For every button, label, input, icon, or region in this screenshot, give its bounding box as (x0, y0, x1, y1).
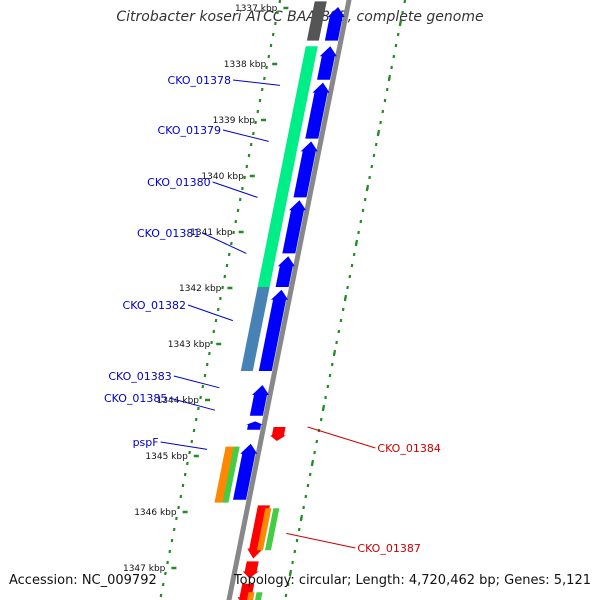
feature-green_feature-20 (264, 508, 280, 551)
leader-line (307, 426, 376, 449)
outer-dash (299, 514, 304, 522)
backbone-line (226, 0, 352, 600)
gene-label-CKO_01384: CKO_01384 (377, 442, 440, 455)
leader-line (232, 79, 280, 86)
leader-line (169, 397, 216, 411)
summary-text: Topology: circular; Length: 4,720,462 bp… (233, 573, 591, 588)
feature-green_feature-22 (255, 592, 263, 600)
leader-line (286, 532, 356, 549)
feature-green_feature-14 (222, 446, 240, 503)
gene-label-CKO_01381: CKO_01381 (137, 227, 200, 240)
tick-label: 1338 kbp (224, 60, 267, 70)
outer-dash (354, 239, 359, 247)
feature-reverse_cds-15 (269, 427, 286, 441)
feature-operon_dark-0 (306, 1, 327, 41)
feature-forward_cds-4 (317, 46, 337, 80)
leader-line (202, 232, 247, 254)
feature-forward_cds-8 (275, 256, 295, 287)
feature-group (214, 1, 345, 600)
tick-label: 1337 kbp (235, 4, 278, 14)
outer-dash (376, 129, 381, 137)
feature-reverse_cds-17 (242, 561, 259, 579)
feature-orange_feature-19 (256, 508, 272, 551)
outer-dash (343, 294, 348, 302)
tick-group: 1337 kbp 1338 kbp 1339 kbp 1340 kbp 1341 kbp… (123, 4, 289, 574)
gene-label-group: CKO_01378 CKO_01379 CKO_01380 CKO_01381 CKO_… (104, 74, 441, 555)
outer-dash (310, 459, 315, 467)
tick-label: 1345 kbp (145, 452, 188, 462)
leader-line (187, 304, 234, 322)
outer-dash (288, 569, 293, 577)
gene-label-CKO_01380: CKO_01380 (147, 176, 210, 189)
feature-forward_cds-6 (293, 141, 318, 198)
feature-forward_cds-12 (233, 443, 258, 500)
outer-dash (387, 74, 392, 82)
gene-label-CKO_01382: CKO_01382 (123, 299, 186, 312)
gene-label-CKO_01378: CKO_01378 (168, 74, 231, 87)
accession-text: Accession: NC_009792 (9, 573, 157, 588)
tick-label: 1339 kbp (213, 116, 256, 126)
gene-label-pspF: pspF (133, 436, 159, 449)
leader-line (160, 441, 208, 450)
map-title: Citrobacter koseri ATCC BAA-895, complet… (116, 9, 484, 25)
tick-label: 1346 kbp (134, 508, 177, 518)
tick-label: 1347 kbp (123, 564, 166, 574)
leader-line (173, 375, 220, 389)
gene-label-CKO_01387: CKO_01387 (357, 542, 420, 555)
feature-forward_cds-5 (305, 82, 330, 139)
feature-forward_cds-3 (324, 7, 345, 41)
tick-label: 1343 kbp (168, 340, 211, 350)
feature-orange_feature-21 (247, 592, 255, 600)
tick-label: 1340 kbp (201, 172, 244, 182)
outer-dash (321, 404, 326, 412)
outer-dash (365, 184, 370, 192)
feature-forward_cds-7 (282, 200, 306, 254)
gene-label-CKO_01379: CKO_01379 (158, 124, 221, 137)
feature-forward_cds-9 (258, 289, 289, 371)
feature-forward_cds-10 (249, 385, 269, 416)
leader-line (212, 181, 258, 198)
feature-forward_cds-11 (246, 421, 264, 430)
outer-dash (332, 349, 337, 357)
tick-label: 1342 kbp (179, 284, 222, 294)
tick-label: 1341 kbp (190, 228, 233, 238)
backbone-group (226, 0, 352, 600)
tick-label: 1344 kbp (157, 396, 200, 406)
gene-label-CKO_01383: CKO_01383 (108, 370, 171, 383)
feature-operon_green-1 (257, 46, 318, 288)
tick-dot-rings (159, 0, 407, 598)
gene-label-CKO_01385: CKO_01385 (104, 392, 167, 405)
feature-operon_steelblue-2 (240, 287, 270, 371)
outer-dash (398, 19, 403, 27)
leader-line (222, 129, 269, 142)
